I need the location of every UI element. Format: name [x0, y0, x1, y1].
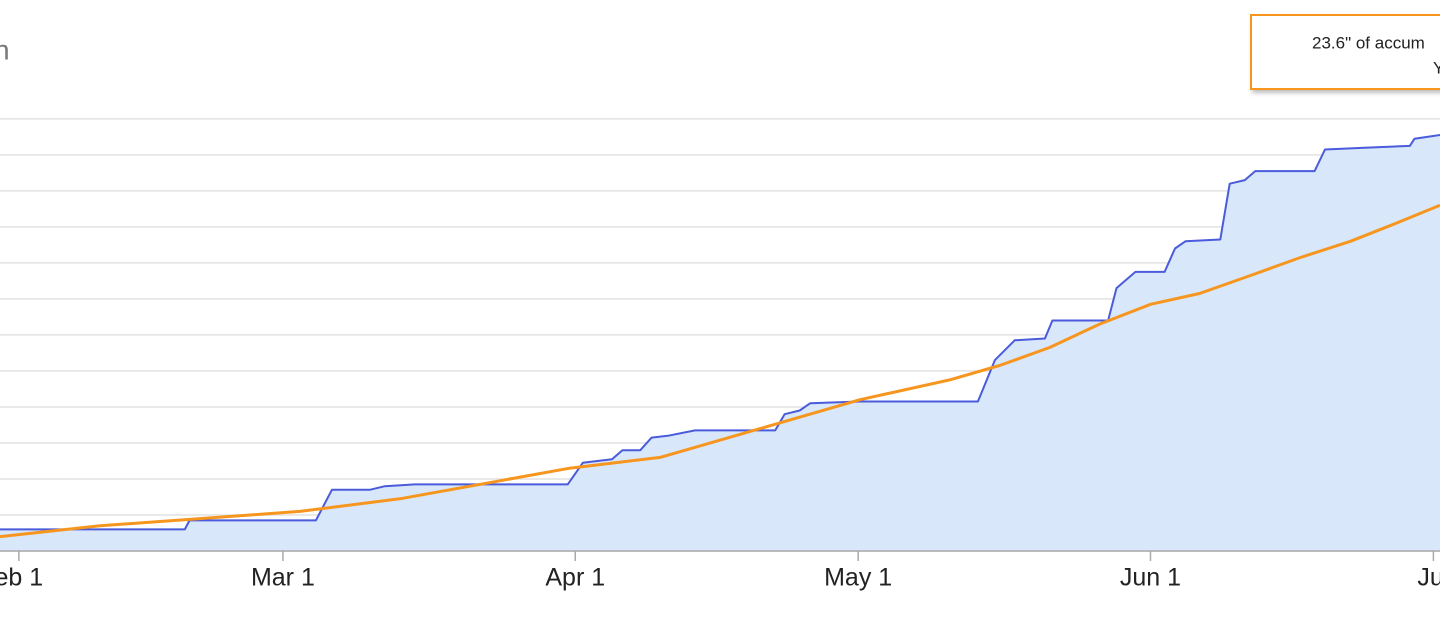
x-tick-label: Jun 1 [1120, 564, 1181, 592]
chart-title: n [0, 34, 10, 65]
tooltip-text: Y [1433, 58, 1440, 77]
x-tick-label: Apr 1 [545, 564, 605, 592]
x-tick-label: eb 1 [0, 564, 43, 592]
x-tick-label: Jul [1417, 564, 1440, 592]
line [0, 134, 1440, 531]
area [0, 135, 1440, 551]
plot-area: eb 1 Mar 1 Apr 1 May 1 Jun 1 Jul [0, 118, 1440, 592]
x-tick-label: Mar 1 [251, 564, 315, 592]
line [0, 203, 1440, 539]
tooltip-text: 23.6" of accum [1312, 33, 1425, 52]
x-tick-label: May 1 [824, 564, 892, 592]
tooltip-box [1250, 14, 1440, 90]
tooltip: 23.6" of accum Y [1250, 14, 1440, 90]
